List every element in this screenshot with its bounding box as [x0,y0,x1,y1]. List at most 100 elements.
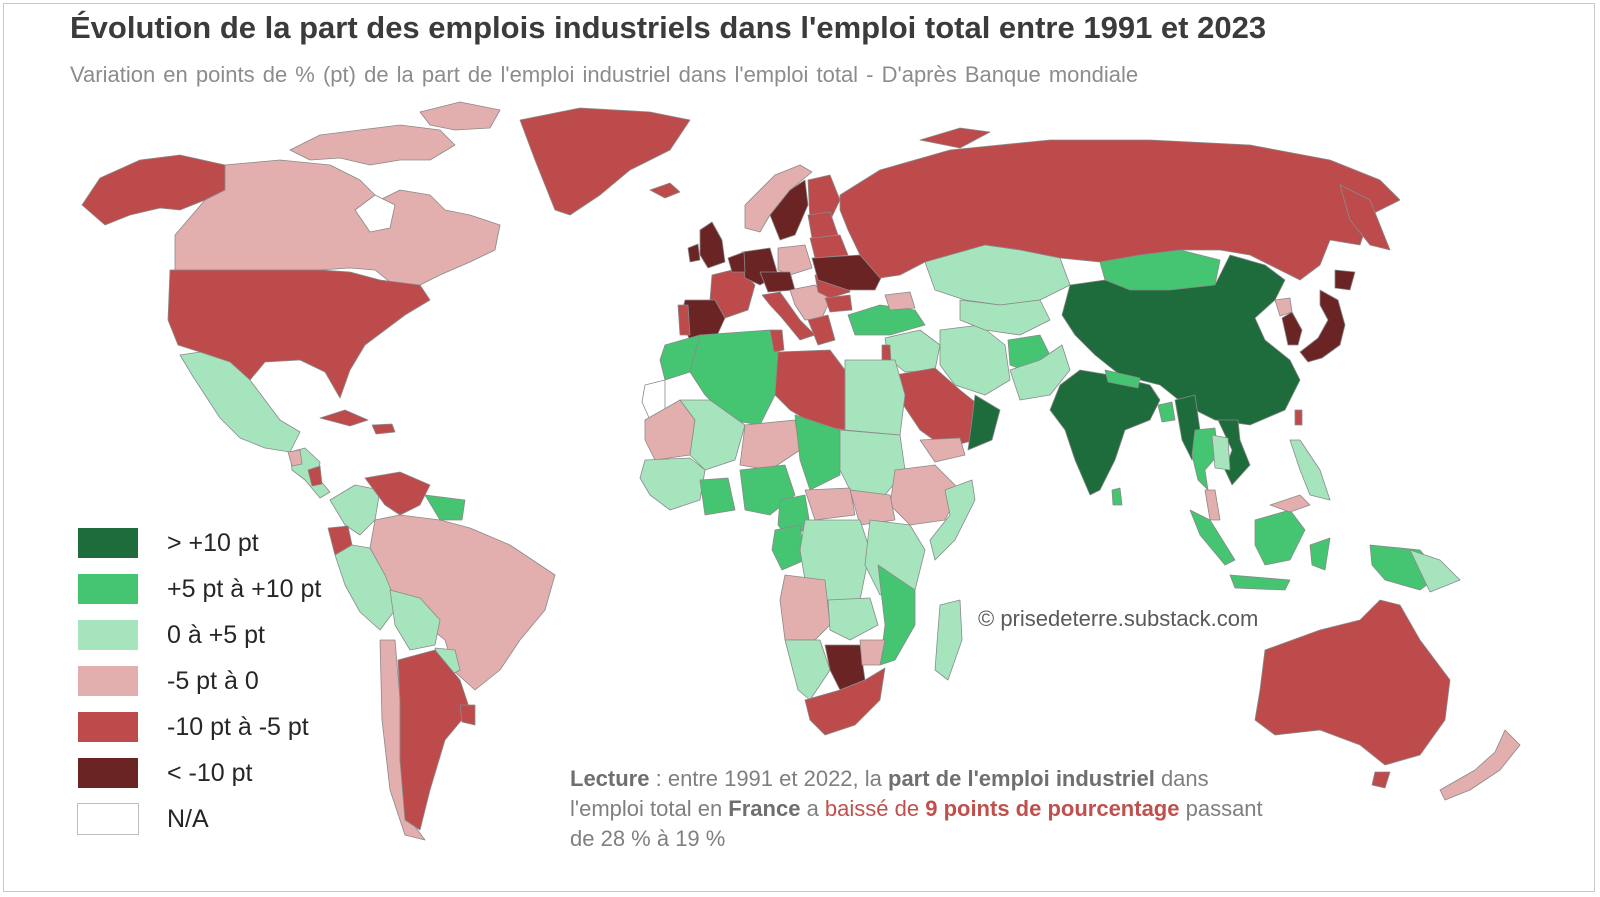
region-borneo-malaysia [1269,494,1311,513]
reading-red1: baissé de [824,796,926,821]
region-new-zealand [1439,729,1521,801]
region-poland [777,244,813,276]
region-japan-north [1334,269,1356,291]
region-mexico [179,351,301,453]
region-kazakhstan [924,244,1071,306]
region-philippines [1289,439,1331,501]
region-canada-islands [289,124,456,166]
region-tunisia [769,329,785,353]
reading-redbold: 9 points de pourcentage [925,796,1180,821]
region-ireland [687,243,701,263]
legend-swatch [77,619,139,651]
region-venezuela [364,471,431,516]
region-guatemala [287,449,303,467]
legend-swatch [77,527,139,559]
region-nicaragua [307,465,323,487]
region-greece [807,314,836,346]
region-gabon-congo [771,524,806,571]
region-guianas [424,494,466,521]
region-sri-lanka [1111,487,1123,506]
region-car [804,487,856,521]
legend-swatch [77,757,139,789]
region-bangladesh [1157,401,1176,423]
region-borneo [1254,509,1306,566]
legend-swatch [77,573,139,605]
region-somalia [929,479,976,561]
region-bulgaria [824,294,853,313]
region-russia-north-islands [919,127,991,149]
legend-label: +5 pt à +10 pt [167,575,322,603]
region-japan [1299,289,1346,363]
region-iceland [649,182,681,199]
region-cuba [319,409,369,427]
region-caucasus [884,291,916,311]
region-pakistan [1009,344,1071,401]
region-oman [967,394,1001,451]
region-png [1409,549,1461,593]
region-canada-islands-2 [419,101,501,131]
legend-swatch [77,803,139,835]
region-yemen [919,437,966,463]
region-ivory-coast-ghana [699,477,736,516]
legend-swatch [77,665,139,697]
region-turkey [847,304,926,336]
map-title: Évolution de la part des emplois industr… [70,10,1267,45]
legend-label: < -10 pt [167,759,253,787]
region-angola [779,574,831,641]
legend-label: -5 pt à 0 [167,667,259,695]
region-malaysia [1204,489,1221,521]
region-russia [839,139,1401,281]
region-north-korea [1274,297,1293,317]
legend-label: N/A [167,805,209,833]
region-chile [379,639,426,841]
region-south-africa [804,667,886,736]
region-egypt [844,359,906,436]
reading-part4: passant de 28 % à 19 % [570,796,1263,851]
region-chad [794,414,841,491]
region-west-africa [639,457,706,511]
region-russia-kamchatka [1339,184,1391,251]
region-laos-cambodia [1211,434,1231,471]
legend-label: 0 à +5 pt [167,621,265,649]
legend-swatch [77,711,139,743]
reading-sep: : [649,766,668,791]
region-china [1061,254,1301,426]
region-central-asia [959,299,1051,336]
region-mozambique [877,564,916,666]
legend-label: > +10 pt [167,529,259,557]
reading-part2: dans l'emploi total en [570,766,1209,821]
region-belarus [809,234,849,259]
region-sumatra [1189,509,1236,566]
region-bolivia [389,589,441,651]
reading-bold1: part de l'emploi industriel [888,766,1155,791]
region-italy [761,291,816,341]
region-niger [739,419,801,471]
region-benelux [727,251,746,273]
chart-frame [3,3,1595,892]
region-hispaniola [371,423,396,435]
region-korea [1281,311,1303,346]
legend-label: -10 pt à -5 pt [167,713,309,741]
region-libya [774,349,846,431]
region-india [1049,369,1161,496]
region-nepal [1104,369,1141,389]
region-south-sudan [849,489,896,526]
region-argentina [397,649,471,831]
region-greenland [519,107,691,216]
copyright-text: © prisedeterre.substack.com [978,606,1259,631]
region-sweden [769,179,809,241]
region-uk [699,221,726,269]
region-zambia [827,597,879,641]
region-taiwan [1294,409,1303,426]
region-czech-austria [759,271,796,293]
reading-part3: a [800,796,825,821]
region-baltics [807,211,839,239]
region-hudson-bay [354,194,396,233]
reading-red: baissé de 9 points de pourcentage [825,796,1180,821]
reading-bold2: France [728,796,801,821]
region-sulawesi [1309,537,1331,571]
map-subtitle: Variation en points de % (pt) de la part… [70,62,1139,87]
region-madagascar [934,599,963,681]
reading-lead: Lecture [570,766,650,791]
